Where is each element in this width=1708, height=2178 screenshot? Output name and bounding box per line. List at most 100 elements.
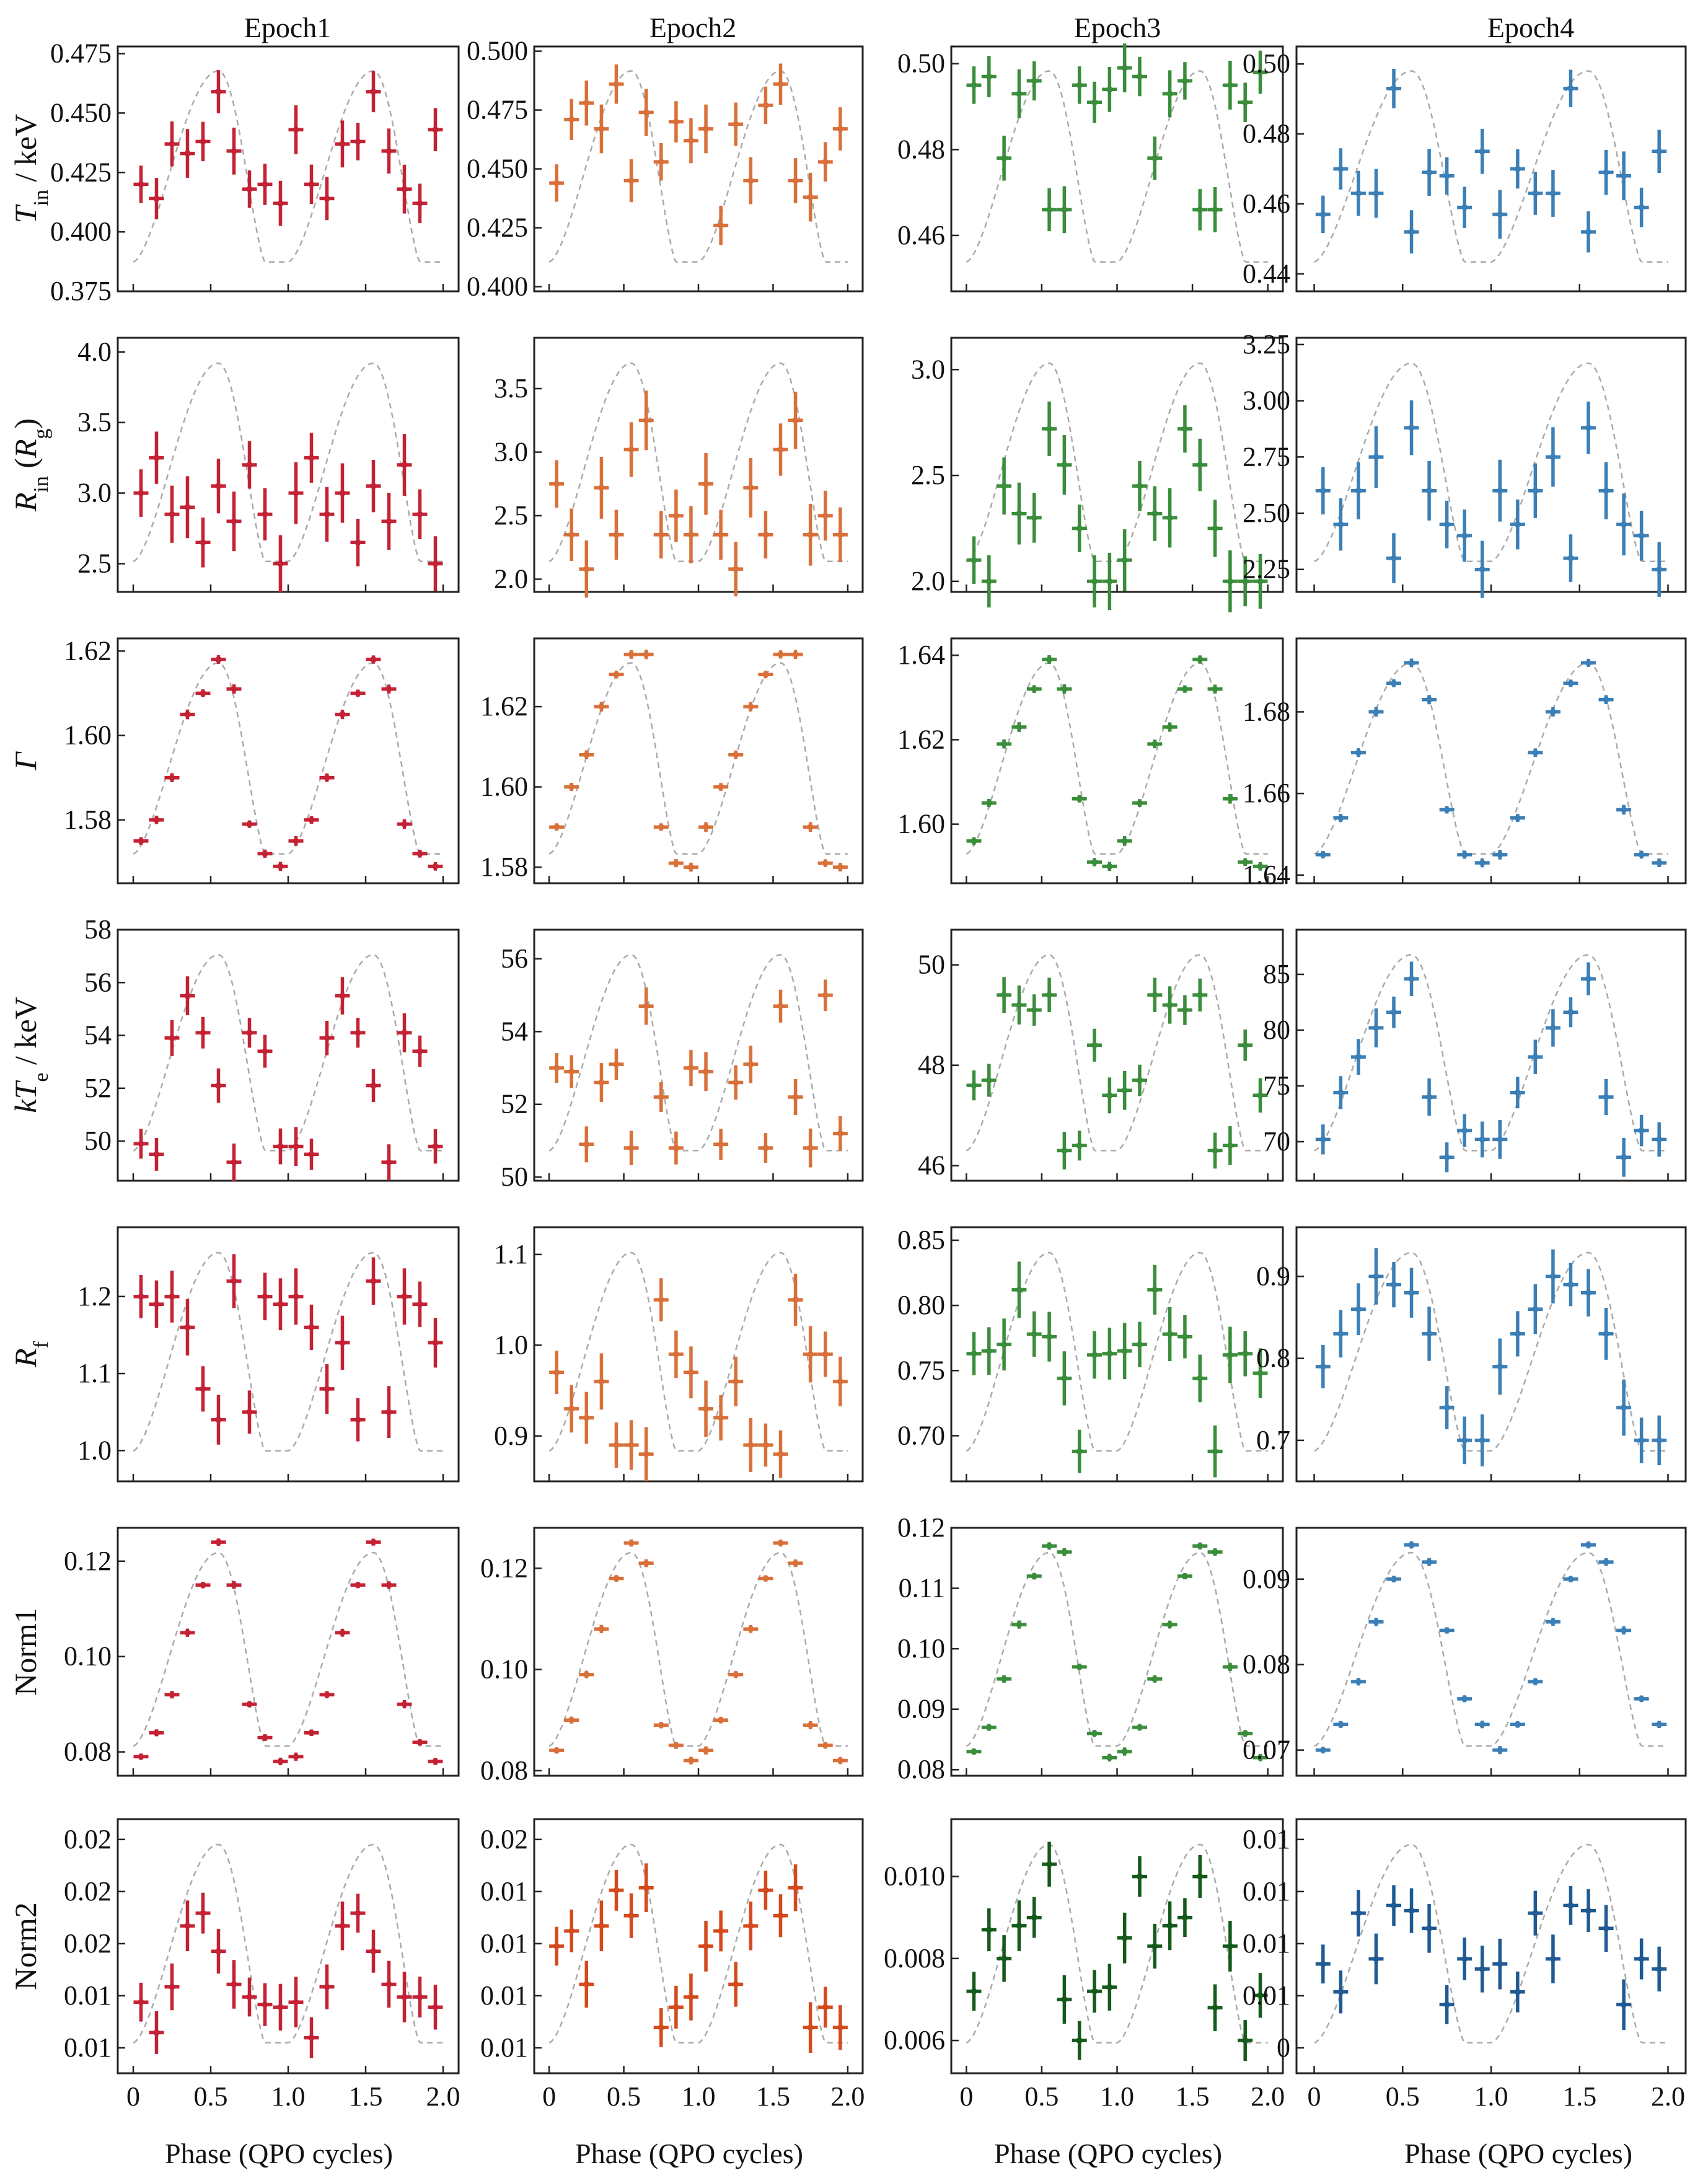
data-point xyxy=(350,518,366,567)
marker xyxy=(1091,858,1098,865)
y-tick-label: 0.46 xyxy=(1243,188,1290,219)
marker xyxy=(837,2024,843,2031)
data-point xyxy=(997,739,1012,749)
data-point xyxy=(966,1332,982,1375)
marker xyxy=(262,511,268,518)
data-point xyxy=(549,1926,565,1966)
data-point xyxy=(1368,1618,1384,1626)
marker xyxy=(1001,1955,1008,1962)
marker xyxy=(1016,90,1023,97)
panel-r7-epoch3: 0.006 0.008 0.010 0 0.5 1.0 1.5 2.0 xyxy=(884,1818,1285,2112)
marker xyxy=(354,690,361,697)
data-point xyxy=(1563,997,1578,1028)
data-point xyxy=(1439,500,1455,549)
marker xyxy=(1426,1094,1433,1100)
marker xyxy=(985,73,992,80)
marker xyxy=(1257,69,1264,76)
marker xyxy=(308,1324,315,1331)
marker xyxy=(138,1293,144,1300)
data-point xyxy=(1616,493,1632,556)
y-tick-label: 0.44 xyxy=(1243,258,1290,289)
marker xyxy=(1061,206,1068,213)
marker xyxy=(628,651,635,658)
marker xyxy=(822,2004,829,2011)
model-curve xyxy=(1314,662,1668,855)
data-point xyxy=(788,392,803,449)
marker xyxy=(1061,1549,1068,1556)
marker xyxy=(416,511,423,518)
marker xyxy=(1226,795,1233,802)
marker xyxy=(1197,992,1204,999)
marker xyxy=(153,816,160,823)
data-point xyxy=(1177,995,1192,1025)
marker xyxy=(643,1884,649,1891)
y-axis-label-row-7: Norm2 xyxy=(8,1902,43,1990)
marker xyxy=(687,137,694,144)
data-point xyxy=(242,1977,257,2017)
marker xyxy=(1355,190,1362,196)
data-point xyxy=(1132,799,1147,807)
model-curve xyxy=(548,1843,848,2044)
marker xyxy=(1408,1289,1415,1296)
x-axis-label-epoch1: Phase (QPO cycles) xyxy=(165,2138,393,2169)
marker xyxy=(733,1079,739,1086)
model-curve xyxy=(1314,954,1668,1152)
data-point xyxy=(1192,1855,1208,1898)
marker xyxy=(1016,724,1023,731)
y-tick-label: 0.10 xyxy=(897,1633,945,1664)
marker xyxy=(553,1747,560,1754)
y-tick-label: 0.08 xyxy=(897,1754,945,1784)
data-point xyxy=(149,431,164,484)
marker xyxy=(747,703,754,710)
marker xyxy=(1621,806,1627,813)
data-point xyxy=(1162,722,1178,732)
panel-r4-epoch2: 50 52 54 56 xyxy=(501,928,864,1192)
marker xyxy=(718,783,724,790)
y-tick-label: 3.25 xyxy=(1243,329,1290,359)
y-tick-label: 0.01 xyxy=(480,1980,528,2011)
y-tick-label: 1.64 xyxy=(1243,860,1290,890)
marker xyxy=(293,1999,299,2006)
data-point xyxy=(195,1366,211,1412)
y-axis-label-row-2: Rin (Rg) xyxy=(8,418,53,512)
data-point xyxy=(981,1908,997,1952)
marker xyxy=(1638,532,1645,539)
data-point xyxy=(788,1864,803,1911)
data-point xyxy=(412,1281,428,1327)
data-point xyxy=(412,1739,428,1746)
y-tick-label: 0.12 xyxy=(64,1546,112,1576)
data-point xyxy=(966,1748,982,1755)
marker xyxy=(1355,1678,1362,1685)
data-point xyxy=(366,71,381,113)
marker xyxy=(277,1301,284,1308)
panel-frame xyxy=(117,1226,460,1483)
data-point xyxy=(1368,426,1384,488)
data-point xyxy=(1404,961,1419,996)
data-point xyxy=(1026,1572,1042,1580)
marker xyxy=(1091,99,1098,106)
model-curve xyxy=(966,662,1268,855)
marker xyxy=(262,1734,268,1741)
marker xyxy=(1046,656,1053,663)
y-tick-label: 0.08 xyxy=(1243,1649,1290,1680)
data-point xyxy=(1581,401,1596,454)
marker xyxy=(837,1130,843,1137)
data-point xyxy=(817,490,833,541)
y-tick-label: 1.60 xyxy=(64,720,112,751)
data-point xyxy=(1102,1753,1117,1761)
data-point xyxy=(257,1983,273,2026)
data-point xyxy=(1102,66,1117,112)
data-point xyxy=(1177,1572,1192,1580)
data-point xyxy=(1072,2021,1087,2060)
data-point xyxy=(1350,1890,1366,1937)
data-point xyxy=(1238,2020,1253,2061)
marker xyxy=(324,774,330,781)
marker xyxy=(1212,206,1218,213)
data-point xyxy=(397,819,412,829)
data-point xyxy=(1222,1126,1238,1165)
marker xyxy=(370,1948,377,1955)
data-point xyxy=(1528,1284,1543,1334)
data-point xyxy=(350,1894,366,1933)
marker xyxy=(822,1351,829,1357)
y-tick-label: 48 xyxy=(918,1050,945,1080)
